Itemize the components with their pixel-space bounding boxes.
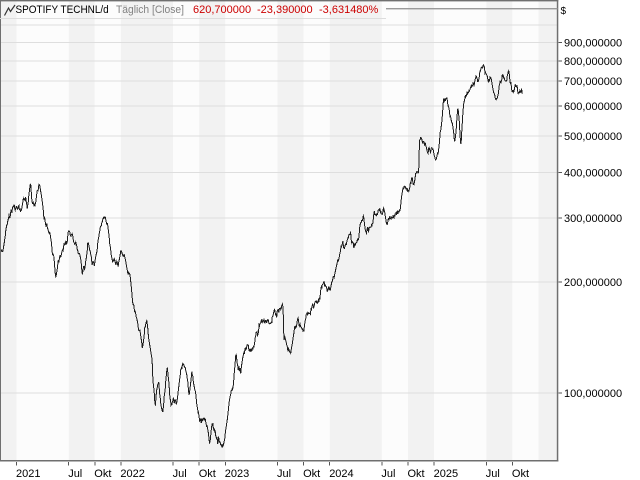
- svg-text:200,000000: 200,000000: [564, 277, 622, 289]
- svg-text:Jul: Jul: [277, 468, 291, 480]
- svg-text:2024: 2024: [329, 468, 353, 480]
- svg-text:620,700000: 620,700000: [193, 4, 251, 16]
- svg-text:Täglich [Close]: Täglich [Close]: [116, 4, 184, 16]
- svg-text:800,000000: 800,000000: [564, 56, 622, 68]
- svg-text:Okt: Okt: [94, 468, 111, 480]
- svg-text:SPOTIFY TECHNL/d: SPOTIFY TECHNL/d: [16, 4, 109, 16]
- svg-text:Okt: Okt: [303, 468, 320, 480]
- svg-text:Okt: Okt: [408, 468, 425, 480]
- svg-text:500,000000: 500,000000: [564, 131, 622, 143]
- svg-text:600,000000: 600,000000: [564, 101, 622, 113]
- svg-text:-3,631480%: -3,631480%: [319, 4, 379, 16]
- svg-text:2023: 2023: [225, 468, 249, 480]
- svg-text:2021: 2021: [16, 468, 40, 480]
- svg-text:100,000000: 100,000000: [564, 388, 622, 400]
- svg-text:300,000000: 300,000000: [564, 213, 622, 225]
- svg-text:2025: 2025: [434, 468, 458, 480]
- svg-text:Jul: Jul: [381, 468, 395, 480]
- svg-text:Okt: Okt: [512, 468, 529, 480]
- svg-text:400,000000: 400,000000: [564, 168, 622, 180]
- svg-text:-23,390000: -23,390000: [257, 4, 313, 16]
- svg-text:2022: 2022: [120, 468, 144, 480]
- svg-text:700,000000: 700,000000: [564, 76, 622, 88]
- svg-text:Jul: Jul: [173, 468, 187, 480]
- svg-text:900,000000: 900,000000: [564, 38, 622, 50]
- svg-text:Jul: Jul: [486, 468, 500, 480]
- svg-text:$: $: [561, 6, 567, 17]
- svg-text:Okt: Okt: [199, 468, 216, 480]
- svg-text:Jul: Jul: [68, 468, 82, 480]
